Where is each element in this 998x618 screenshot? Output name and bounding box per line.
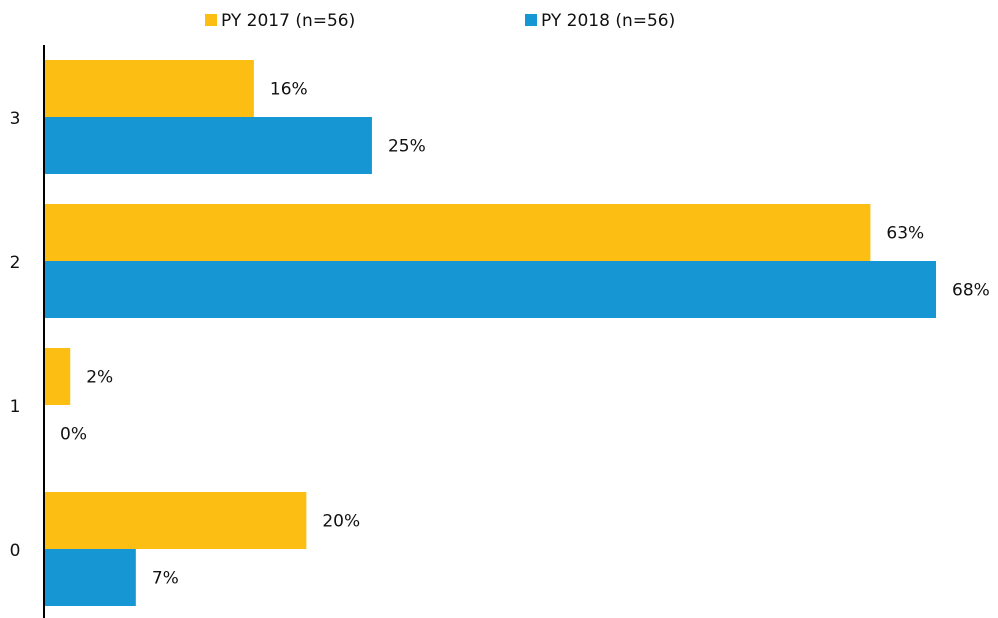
value-label: 2% — [86, 368, 113, 388]
value-label: 25% — [388, 137, 426, 157]
bar — [44, 549, 136, 606]
value-label: 63% — [886, 224, 924, 244]
value-label: 7% — [152, 569, 179, 589]
legend-swatch — [205, 14, 217, 26]
value-label: 68% — [952, 281, 990, 301]
category-label: 3 — [10, 109, 21, 129]
legend-label: PY 2018 (n=56) — [541, 11, 675, 31]
bar — [44, 492, 307, 549]
category-label: 0 — [10, 541, 21, 561]
bar — [44, 117, 372, 174]
legend-swatch — [525, 14, 537, 26]
category-label: 2 — [10, 253, 21, 273]
value-label: 0% — [60, 425, 87, 445]
bar — [44, 60, 254, 117]
bar — [44, 261, 936, 318]
value-label: 20% — [322, 512, 360, 532]
value-label: 16% — [270, 80, 308, 100]
category-label: 1 — [10, 397, 21, 417]
bar — [44, 348, 71, 405]
bar — [44, 204, 871, 261]
legend-label: PY 2017 (n=56) — [221, 11, 355, 31]
